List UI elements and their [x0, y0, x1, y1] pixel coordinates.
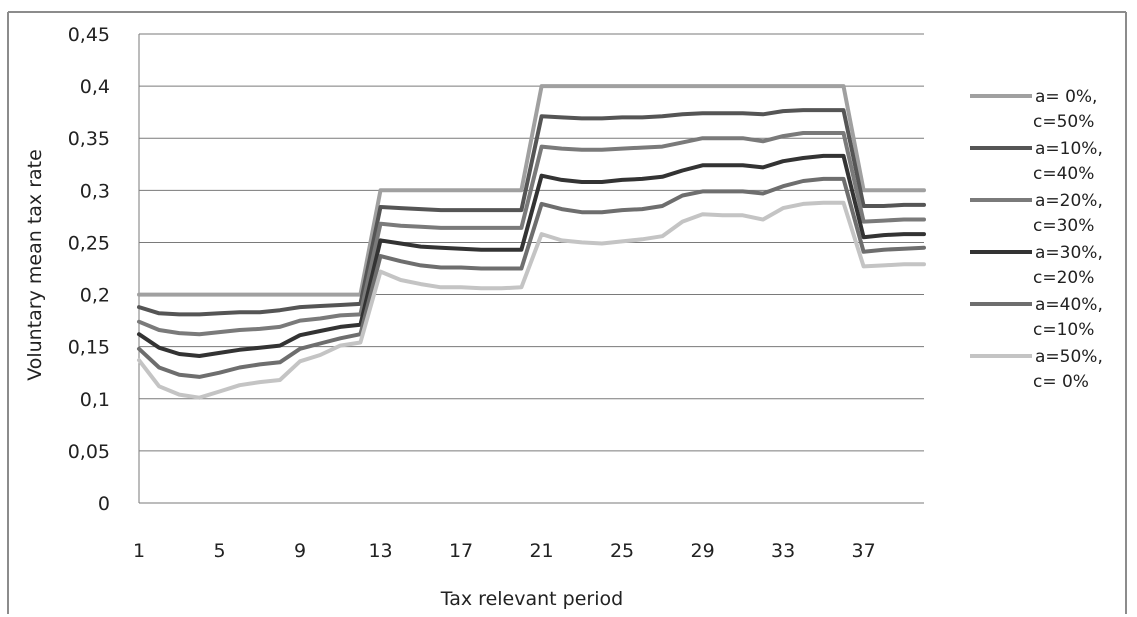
x-tick-label: 29 — [690, 540, 714, 562]
y-tick-label: 0,15 — [68, 337, 110, 359]
gridlines — [138, 33, 924, 504]
legend-label: c= 0% — [1033, 372, 1089, 392]
y-tick-label: 0,2 — [80, 285, 110, 307]
x-tick-labels: 1 5 9 13 17 21 25 29 33 37 — [133, 540, 876, 562]
y-tick-label: 0,4 — [80, 76, 110, 98]
x-tick-label: 17 — [449, 540, 473, 562]
y-tick-labels: 0 0,05 0,1 0,15 0,2 0,25 0,3 0,35 0,4 0,45 — [68, 24, 110, 515]
y-axis-label: Voluntary mean tax rate — [24, 149, 46, 381]
series-line — [137, 131, 926, 337]
legend-label: c=40% — [1033, 164, 1094, 184]
legend-label: a=20%, — [1035, 191, 1103, 211]
y-tick-label: 0 — [98, 493, 110, 515]
legend-label: a=50%, — [1035, 347, 1103, 367]
legend-label: a=40%, — [1035, 295, 1103, 315]
x-tick-label: 5 — [213, 540, 225, 562]
y-tick-label: 0,1 — [80, 389, 110, 411]
series-line — [137, 200, 926, 400]
series-line — [137, 84, 926, 297]
x-tick-label: 21 — [529, 540, 553, 562]
legend: a= 0%, c=50% a=10%, c=40% a=20%, c=30% a=30%, c… — [970, 87, 1103, 392]
legend-label: a= 0%, — [1035, 87, 1097, 107]
x-tick-label: 37 — [852, 540, 876, 562]
y-tick-label: 0,45 — [68, 24, 110, 46]
y-tick-label: 0,35 — [68, 128, 110, 150]
plot-area — [137, 84, 926, 400]
x-axis-label: Tax relevant period — [440, 588, 623, 610]
legend-label: a=10%, — [1035, 139, 1103, 159]
x-tick-label: 1 — [133, 540, 145, 562]
y-tick-label: 0,05 — [68, 441, 110, 463]
x-tick-label: 25 — [610, 540, 634, 562]
series-line — [137, 153, 926, 358]
series-line — [137, 176, 926, 379]
legend-label: c=20% — [1033, 268, 1094, 288]
legend-label: a=30%, — [1035, 243, 1103, 263]
series-line — [137, 108, 926, 317]
y-tick-label: 0,3 — [80, 180, 110, 202]
x-tick-label: 9 — [294, 540, 306, 562]
x-tick-label: 13 — [368, 540, 392, 562]
legend-label: c=50% — [1033, 112, 1094, 132]
x-tick-label: 33 — [771, 540, 795, 562]
legend-label: c=30% — [1033, 216, 1094, 236]
y-tick-label: 0,25 — [68, 232, 110, 254]
legend-label: c=10% — [1033, 320, 1094, 340]
